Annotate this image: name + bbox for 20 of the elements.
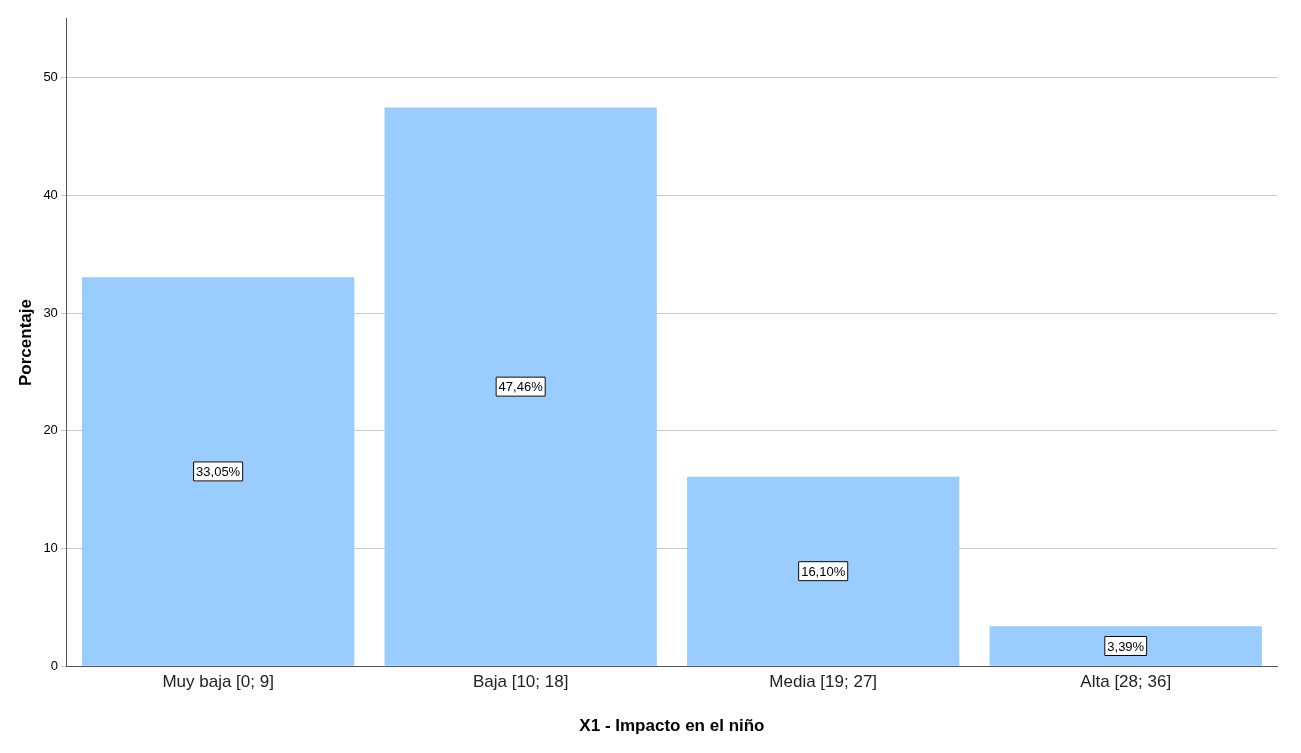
y-tick-label: 10 <box>43 540 58 556</box>
data-label: 33,05% <box>196 464 241 480</box>
data-label: 47,46% <box>498 379 544 395</box>
y-tick-label: 50 <box>43 69 58 85</box>
y-tick-label: 0 <box>50 657 58 673</box>
bar <box>81 277 355 666</box>
y-tick-label: 20 <box>43 422 58 438</box>
data-label: 3,39% <box>1107 638 1145 654</box>
data-label: 16,10% <box>801 563 846 579</box>
bar <box>687 476 960 666</box>
bar <box>384 107 657 666</box>
bar <box>989 626 1262 666</box>
x-tick-label: Baja [10; 18] <box>472 672 569 692</box>
x-tick-label: Muy baja [0; 9] <box>162 672 274 692</box>
y-axis-title: Porcentaje <box>15 299 35 386</box>
x-tick-label: Media [19; 27] <box>769 672 878 692</box>
y-tick-label: 40 <box>43 186 58 202</box>
x-axis-title: X1 - Impacto en el niño <box>579 716 765 736</box>
x-tick-label: Alta [28; 36] <box>1080 672 1172 692</box>
y-tick-label: 30 <box>43 304 58 320</box>
